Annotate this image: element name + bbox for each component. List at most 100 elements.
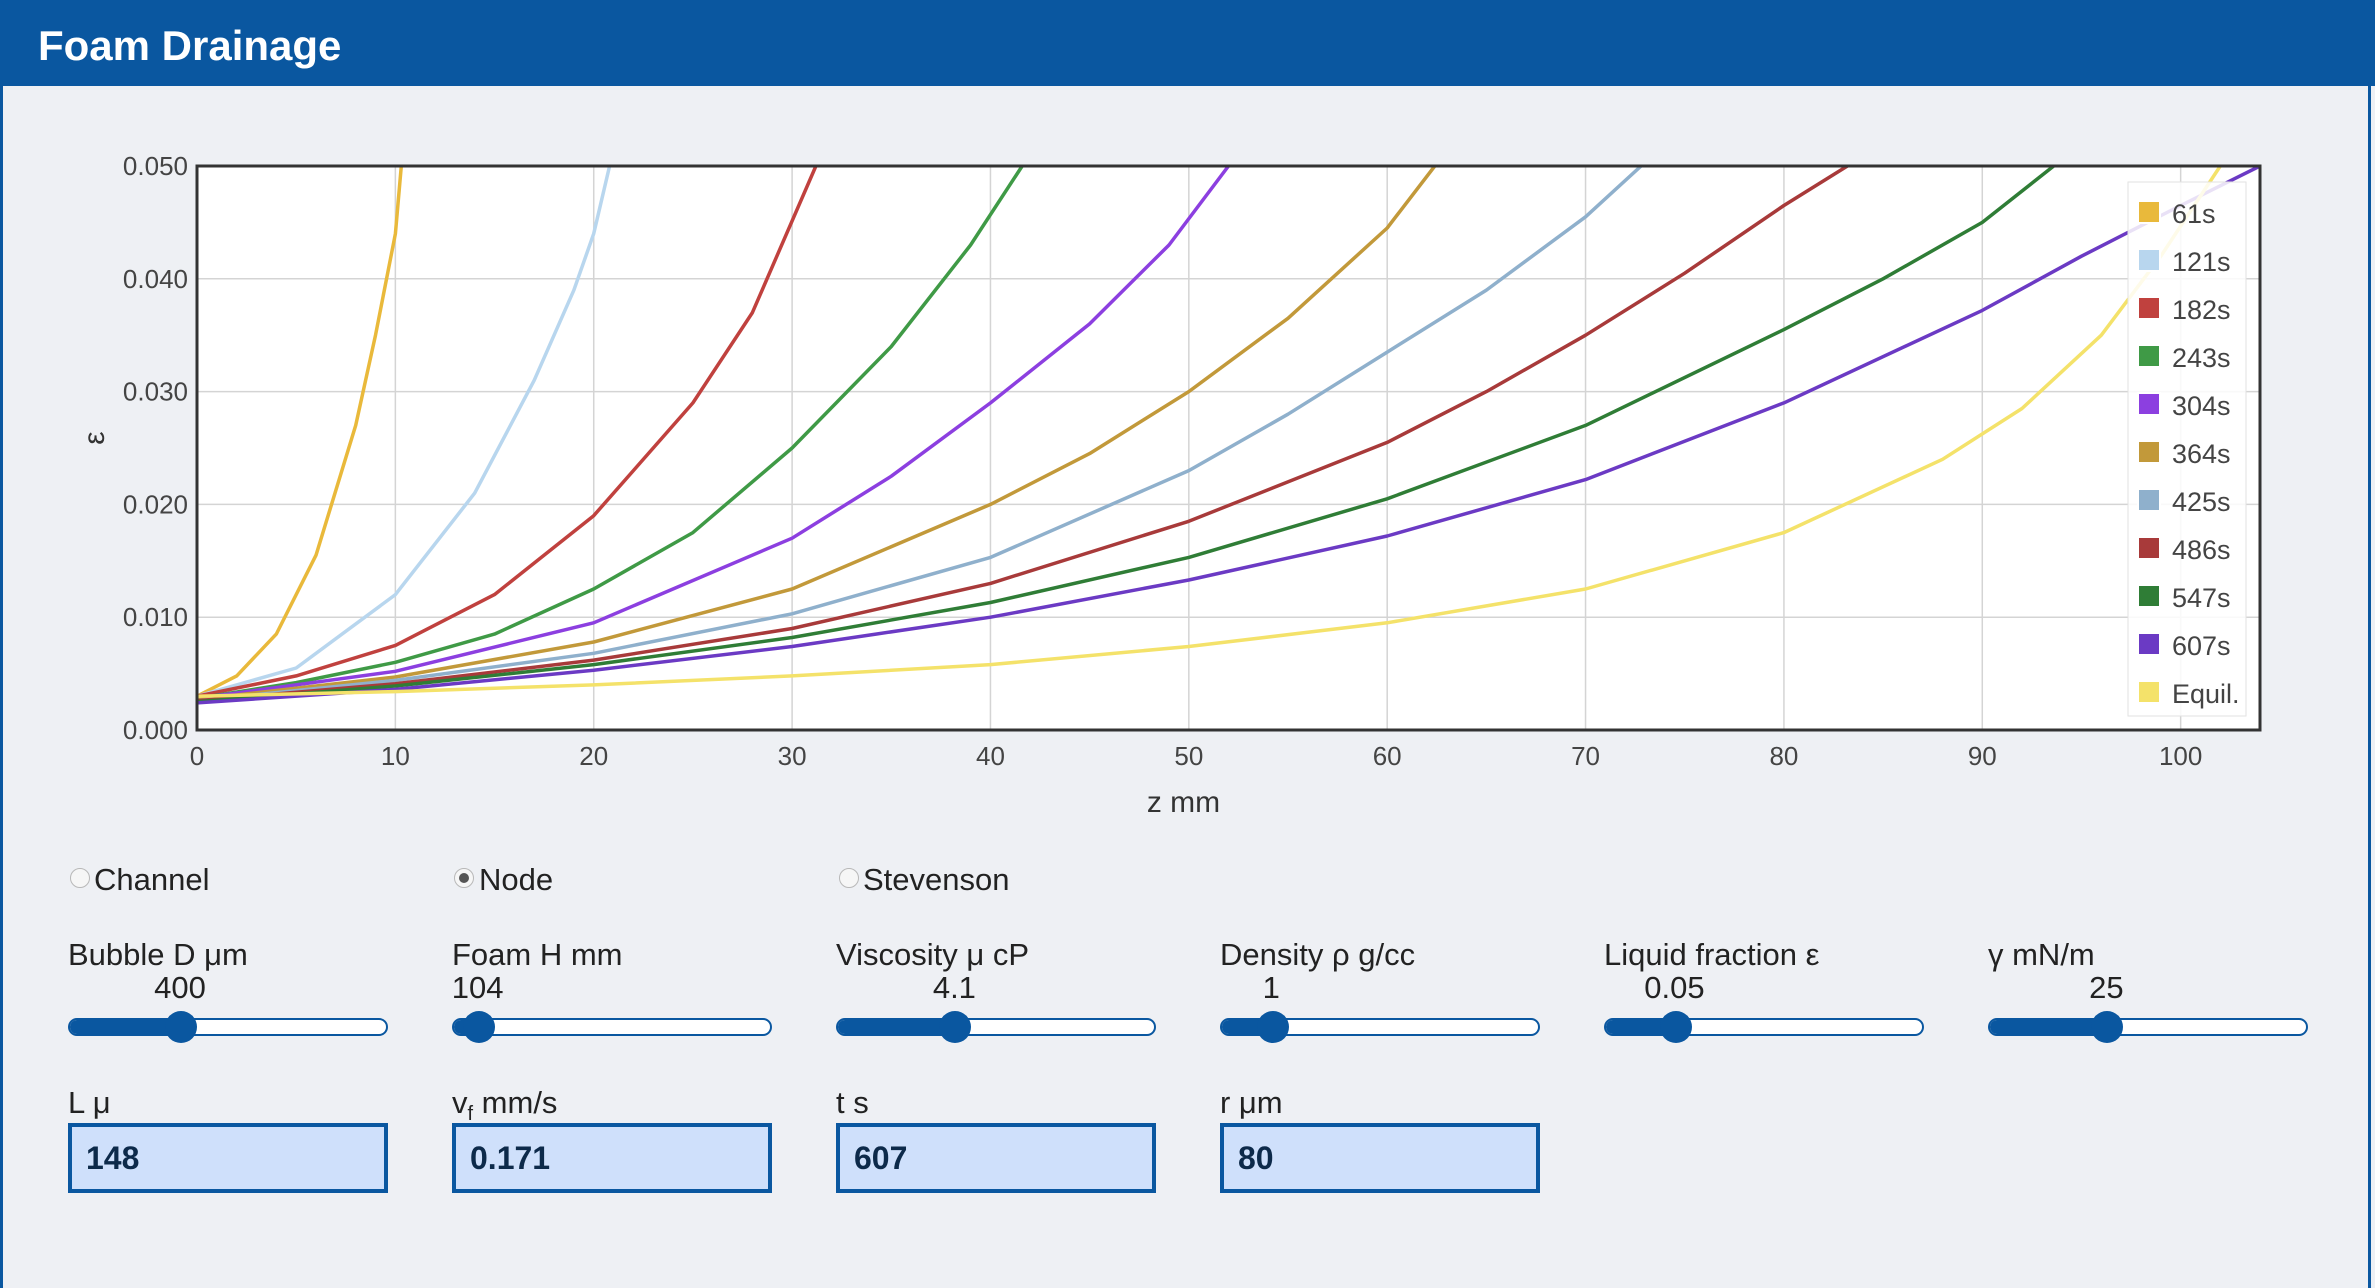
slider-density-label: Density ρ g/cc: [1220, 937, 1416, 972]
slider-liquid-fraction-track[interactable]: [1604, 1011, 1924, 1043]
mode-stevenson-radio[interactable]: [839, 868, 859, 888]
mode-node-label[interactable]: Node: [479, 862, 554, 897]
legend-label: 547s: [2172, 583, 2231, 613]
slider-viscosity-label: Viscosity μ cP: [836, 937, 1030, 972]
legend-label: 121s: [2172, 247, 2231, 277]
legend-swatch: [2137, 200, 2161, 224]
series-line-121s: [197, 166, 612, 698]
legend-item[interactable]: Equil.: [2137, 679, 2240, 709]
legend-swatch: [2137, 584, 2161, 608]
legend-swatch: [2137, 248, 2161, 272]
slider-viscosity-thumb[interactable]: [938, 1011, 971, 1043]
mode-node-radio[interactable]: [454, 868, 474, 888]
mode-stevenson-label[interactable]: Stevenson: [863, 862, 1010, 897]
y-tick-label: 0.000: [123, 715, 188, 745]
legend-item[interactable]: 243s: [2137, 343, 2231, 373]
slider-viscosity-fill: [838, 1020, 955, 1034]
slider-viscosity-value: 4.1: [932, 970, 976, 1005]
legend-swatch: [2137, 680, 2161, 704]
legend-swatch: [2137, 536, 2161, 560]
y-tick-label: 0.010: [123, 602, 188, 632]
legend-item[interactable]: 486s: [2137, 535, 2231, 565]
slider-bubble-d-track[interactable]: [68, 1011, 388, 1043]
app-title: Foam Drainage: [0, 0, 2375, 86]
slider-bubble-d-thumb[interactable]: [164, 1011, 197, 1043]
slider-bubble-d-label: Bubble D μm: [68, 937, 248, 972]
slider-bubble-d-value: 400: [154, 970, 206, 1005]
x-tick-label: 90: [1968, 741, 1997, 771]
slider-bubble-d-fill: [70, 1020, 181, 1034]
output-vf-value: 0.171: [452, 1123, 772, 1193]
slider-liquid-fraction-label: Liquid fraction ε: [1604, 937, 1820, 972]
series-line-304s: [197, 166, 1231, 701]
x-tick-label: 70: [1571, 741, 1600, 771]
legend-label: 364s: [2172, 439, 2231, 469]
legend-item[interactable]: 425s: [2137, 487, 2231, 517]
y-tick-label: 0.020: [123, 489, 188, 519]
output-vf-label: vf mm/s: [452, 1085, 558, 1126]
y-tick-label: 0.040: [123, 264, 188, 294]
legend-label: 607s: [2172, 631, 2231, 661]
x-tick-label: 60: [1373, 741, 1402, 771]
slider-liquid-fraction-fill: [1606, 1020, 1676, 1034]
y-axis-label: ε: [78, 431, 111, 444]
slider-density-track[interactable]: [1220, 1011, 1540, 1043]
y-tick-label: 0.030: [123, 377, 188, 407]
x-tick-label: 40: [976, 741, 1005, 771]
mode-channel-label[interactable]: Channel: [94, 862, 210, 897]
output-l-label: L μ: [68, 1085, 111, 1120]
output-t-label: t s: [836, 1085, 869, 1120]
output-vf-subscript: f: [467, 1103, 474, 1126]
legend-swatch: [2137, 440, 2161, 464]
x-tick-label: 100: [2159, 741, 2202, 771]
output-vf-unit: mm/s: [473, 1085, 558, 1120]
slider-surface-tension-fill: [1990, 1020, 2107, 1034]
slider-foam-h-thumb[interactable]: [463, 1011, 496, 1043]
legend-swatch: [2137, 344, 2161, 368]
slider-liquid-fraction-thumb[interactable]: [1659, 1011, 1692, 1043]
series-line-equil: [197, 166, 2223, 698]
series-line-547s: [197, 166, 2056, 704]
legend-item[interactable]: 547s: [2137, 583, 2231, 613]
slider-foam-h-label: Foam H mm: [452, 937, 623, 972]
slider-surface-tension-thumb[interactable]: [2090, 1011, 2123, 1043]
output-l-value: 148: [68, 1123, 388, 1193]
slider-surface-tension-track[interactable]: [1988, 1011, 2308, 1043]
output-r-value: 80: [1220, 1123, 1540, 1193]
legend-item[interactable]: 182s: [2137, 295, 2231, 325]
legend-item[interactable]: 364s: [2137, 439, 2231, 469]
x-tick-label: 30: [778, 741, 807, 771]
legend-swatch: [2137, 632, 2161, 656]
series-line-607s: [197, 166, 2260, 705]
series-line-61s: [197, 166, 404, 698]
legend-label: 243s: [2172, 343, 2231, 373]
series-line-486s: [197, 166, 1850, 703]
plot-frame: [195, 164, 2262, 732]
series-line-364s: [197, 166, 1437, 702]
series-lines: [197, 166, 2260, 705]
legend-item[interactable]: 61s: [2137, 199, 2216, 229]
mode-channel-radio[interactable]: [70, 868, 90, 888]
x-tick-label: 50: [1174, 741, 1203, 771]
legend-label: 486s: [2172, 535, 2231, 565]
series-line-425s: [197, 166, 1643, 703]
slider-surface-tension-value: 25: [2089, 970, 2124, 1005]
legend-swatch: [2137, 392, 2161, 416]
foam-drainage-chart: 0 10 20 30 40 50 60 70 80 90 100 0.000 0.010 0.020 0.0…: [78, 151, 2262, 819]
slider-viscosity-track[interactable]: [836, 1011, 1156, 1043]
slider-surface-tension-label: γ mN/m: [1988, 937, 2095, 972]
x-axis-label: z mm: [1147, 786, 1220, 819]
slider-foam-h-track[interactable]: [452, 1011, 772, 1043]
legend-label: 182s: [2172, 295, 2231, 325]
slider-density-thumb[interactable]: [1256, 1011, 1289, 1043]
x-tick-label: 20: [579, 741, 608, 771]
output-r-label: r μm: [1220, 1085, 1283, 1120]
output-t-value: 607: [836, 1123, 1156, 1193]
legend-item[interactable]: 121s: [2137, 247, 2231, 277]
legend-label: 425s: [2172, 487, 2231, 517]
legend-item[interactable]: 607s: [2137, 631, 2231, 661]
legend-item[interactable]: 304s: [2137, 391, 2231, 421]
slider-foam-h-value: 104: [451, 970, 504, 1005]
series-line-182s: [197, 166, 818, 698]
